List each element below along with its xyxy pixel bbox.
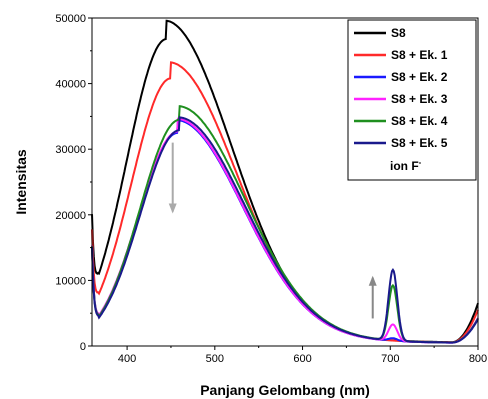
x-tick-label: 400 bbox=[118, 353, 136, 365]
legend-label-5: S8 + Ek. 5 bbox=[391, 136, 448, 150]
legend-label-3: S8 + Ek. 3 bbox=[391, 92, 448, 106]
y-tick-label: 30000 bbox=[55, 144, 86, 156]
legend-note: ion F- bbox=[390, 158, 422, 173]
y-tick-label: 0 bbox=[80, 341, 86, 353]
x-tick-label: 700 bbox=[381, 353, 399, 365]
trend-arrows bbox=[168, 142, 377, 319]
axis-ticks: 400 500 600 700 800 0 10000 20000 30000 40000 5000… bbox=[55, 13, 487, 365]
y-tick-label: 50000 bbox=[55, 13, 86, 25]
x-tick-label: 600 bbox=[293, 353, 311, 365]
y-tick-label: 40000 bbox=[55, 79, 86, 91]
y-tick-label: 10000 bbox=[55, 275, 86, 287]
legend: ion F- S8 S8 + Ek. 1 S8 + Ek. 2 S8 + Ek. 3 S… bbox=[347, 19, 477, 181]
x-axis-title: Panjang Gelombang (nm) bbox=[200, 382, 370, 398]
x-tick-label: 800 bbox=[469, 353, 487, 365]
arrow-down-icon bbox=[168, 203, 177, 214]
arrow-up-icon bbox=[368, 275, 377, 286]
legend-label-0: S8 bbox=[391, 26, 406, 40]
plot-lines bbox=[91, 19, 479, 344]
x-tick-label: 500 bbox=[206, 353, 224, 365]
y-tick-label: 20000 bbox=[55, 210, 86, 222]
legend-label-1: S8 + Ek. 1 bbox=[391, 48, 448, 62]
legend-label-4: S8 + Ek. 4 bbox=[391, 114, 448, 128]
y-axis-title: Intensitas bbox=[13, 149, 29, 215]
legend-label-2: S8 + Ek. 2 bbox=[391, 70, 448, 84]
series-line-5 bbox=[91, 116, 479, 344]
